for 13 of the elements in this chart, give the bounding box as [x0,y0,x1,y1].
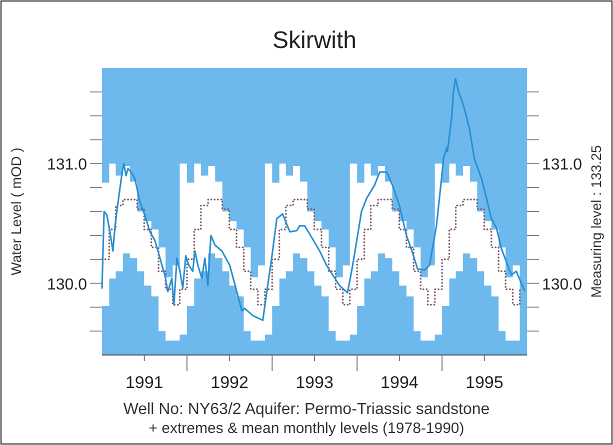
text: + extremes & mean monthly levels (1978-1990) [148,420,464,437]
x-tick-label: 1994 [380,373,418,392]
x-tick-label: 1992 [210,373,248,392]
x-tick-label: 1993 [296,373,334,392]
x-tick-label: 1991 [125,373,164,392]
line-series [101,78,526,322]
y2-tick-label: 130.0 [542,276,582,294]
text: Well No: NY63/2 Aquifer: Permo-Triassic sandstone [123,401,490,418]
chart-title: Skirwith [272,27,357,54]
y2-axis-title: Measuring level : 133.25 [588,145,604,298]
x-tick-label: 1995 [465,373,504,392]
y2-tick-label: 131.0 [542,156,582,174]
y-axis-title: Water Level ( mOD ) [8,148,24,276]
